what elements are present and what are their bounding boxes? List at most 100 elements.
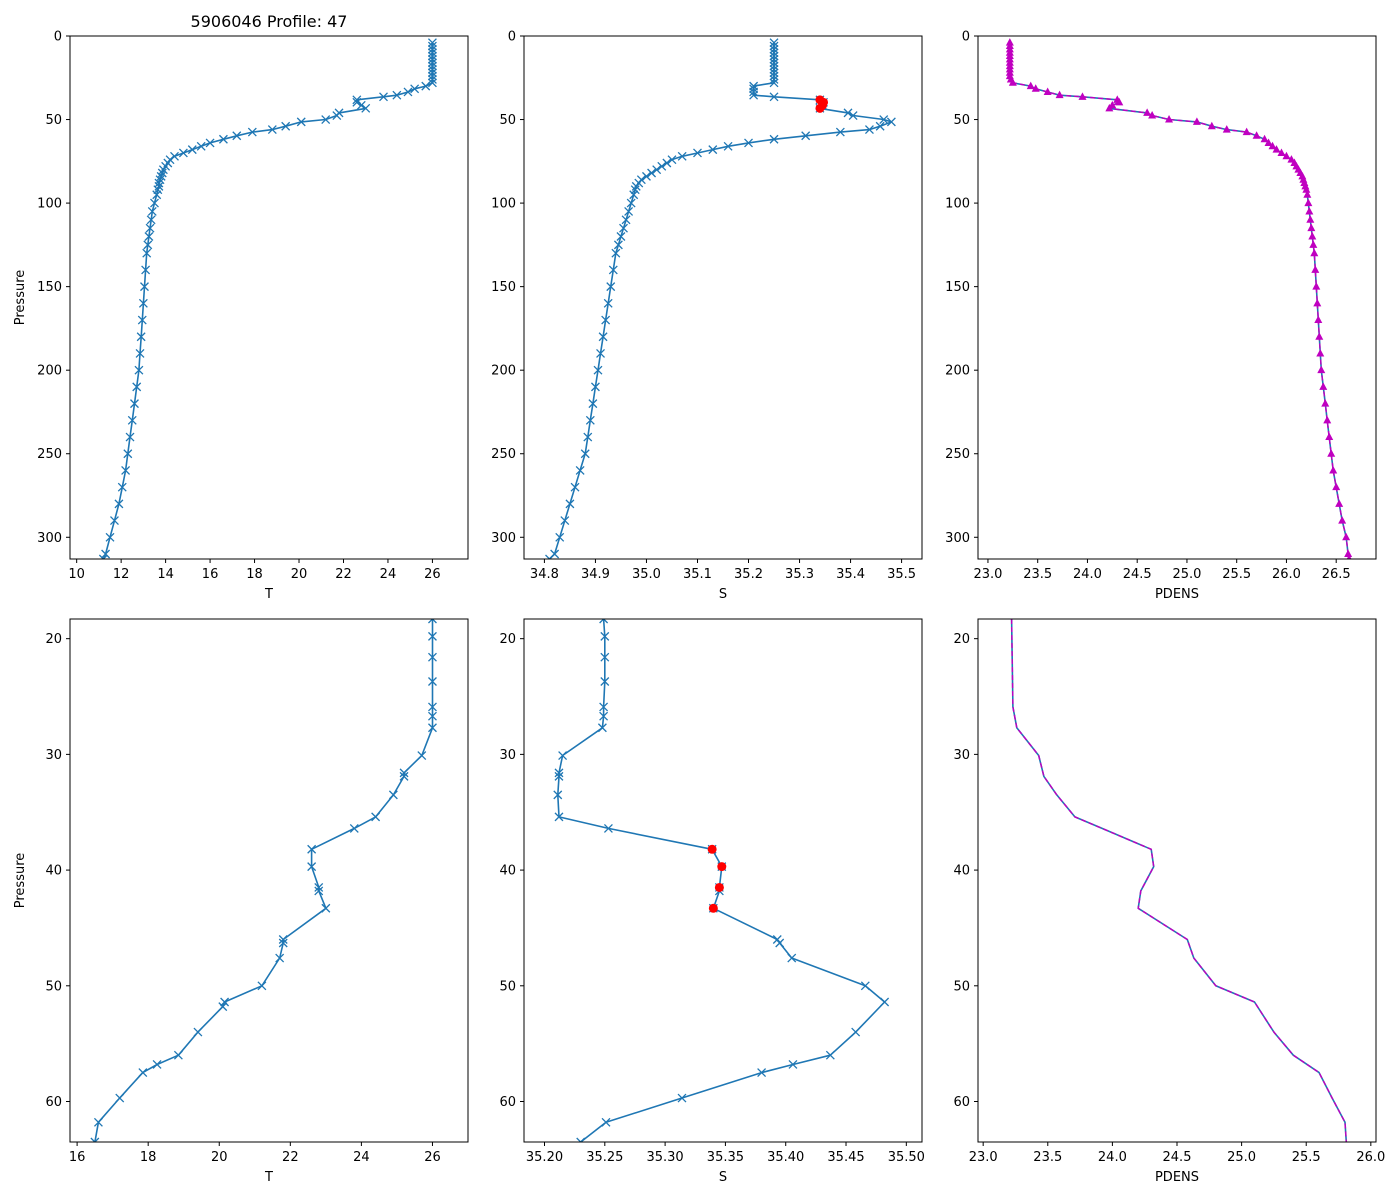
data-point-marker [417, 751, 427, 760]
data-point-marker [598, 332, 608, 342]
data-point-marker [886, 117, 896, 127]
data-point-marker [769, 51, 779, 61]
data-point-marker [662, 158, 672, 168]
flagged-point [815, 103, 825, 113]
y-tick-label: 300 [37, 531, 62, 546]
data-point-marker [554, 812, 564, 822]
x-tick-label: 34.8 [530, 567, 559, 582]
data-point-marker [98, 554, 108, 559]
data-point-marker [257, 981, 267, 991]
data-point-marker [657, 161, 667, 171]
data-point-marker [1078, 92, 1087, 100]
data-point-marker [769, 58, 779, 68]
data-point-marker [142, 248, 152, 258]
data-point-marker [588, 399, 598, 409]
y-tick-label: 40 [953, 864, 970, 879]
data-point-marker [597, 723, 607, 733]
data-point-marker [769, 74, 779, 84]
data-point-marker [428, 619, 437, 624]
data-point-marker [427, 41, 437, 51]
data-point-marker [427, 51, 437, 61]
data-point-marker [875, 121, 885, 131]
y-tick-label: 100 [37, 197, 62, 212]
data-point-marker [553, 790, 563, 800]
data-point-marker [187, 145, 197, 155]
data-point-marker [296, 117, 306, 127]
data-point-marker [138, 298, 148, 308]
y-tick-label: 30 [45, 748, 62, 763]
data-point-marker [560, 516, 570, 526]
data-point-marker [769, 78, 779, 88]
data-point-marker [232, 131, 242, 141]
data-point-marker [150, 198, 159, 208]
data-point-marker [314, 882, 324, 892]
data-point-marker [220, 997, 230, 1007]
y-tick-label: 0 [54, 30, 62, 45]
x-tick-label: 24.0 [1073, 567, 1102, 582]
x-tick-label: 34.9 [581, 567, 610, 582]
data-point-marker [143, 240, 153, 250]
data-point-marker [787, 953, 797, 963]
data-point-marker [583, 432, 593, 442]
data-point-marker [428, 677, 437, 686]
y-tick-label: 200 [37, 364, 62, 379]
data-point-marker [1312, 282, 1321, 290]
x-tick-label: 35.45 [827, 1150, 864, 1165]
x-tick-label: 25.5 [1222, 567, 1251, 582]
x-tick-label: 24.5 [1163, 1150, 1192, 1165]
data-point-marker [848, 111, 858, 120]
data-point-marker [580, 449, 590, 459]
subplot-bottom-density: 23.0 23.5 24.0 24.5 25.0 25.5 26.0 20 30 40 50 60 PD… [953, 618, 1385, 1185]
data-point-marker [608, 265, 618, 275]
data-point-marker [769, 92, 779, 102]
data-point-marker [769, 68, 779, 78]
x-tick-label: 35.3 [785, 567, 814, 582]
data-point-marker [723, 141, 733, 151]
data-point-marker [1026, 81, 1035, 90]
data-point-marker [314, 886, 324, 896]
x-tick-label: 35.5 [887, 567, 916, 582]
data-point-marker [371, 812, 381, 822]
data-point-marker [132, 382, 142, 392]
data-point-marker [152, 1060, 162, 1069]
data-point-marker [860, 981, 870, 991]
x-axis-label: T [264, 587, 273, 602]
x-axis-label: PDENS [1155, 1170, 1199, 1185]
y-tick-label: 100 [945, 197, 970, 212]
data-point-marker [851, 1027, 861, 1037]
x-tick-label: 26 [424, 567, 441, 582]
data-point-marker [769, 48, 779, 58]
y-tick-label: 20 [953, 632, 970, 647]
plot-area [98, 38, 437, 559]
x-tick-label: 25.0 [1227, 1150, 1256, 1165]
data-point-marker [603, 823, 613, 833]
data-point-marker [392, 90, 402, 100]
x-axis-label: S [719, 587, 727, 602]
data-point-marker [631, 181, 641, 191]
x-tick-label: 20 [211, 1150, 228, 1165]
y-tick-label: 30 [953, 748, 970, 763]
axes-frame [69, 618, 469, 1143]
data-point-marker [307, 862, 317, 872]
data-point-marker [147, 206, 157, 216]
x-tick-label: 26.0 [1356, 1150, 1385, 1165]
data-point-marker [1165, 115, 1174, 123]
x-axis-label: S [719, 1170, 727, 1185]
subplot-bottom-temperature: 16 18 20 22 24 26 20 30 40 50 60 T Pressure [13, 618, 469, 1185]
data-point-marker [379, 92, 388, 102]
y-tick-label: 0 [508, 30, 516, 45]
data-point-marker [585, 415, 595, 425]
data-point-marker [677, 1093, 687, 1103]
data-point-marker [769, 41, 779, 51]
x-tick-label: 16 [202, 567, 219, 582]
data-point-marker [555, 532, 565, 542]
axes-frame [523, 35, 923, 560]
profile-line-pdens [1010, 619, 1348, 1142]
data-point-marker [427, 48, 437, 58]
x-tick-label: 18 [246, 567, 263, 582]
data-point-marker [178, 148, 188, 158]
profile-line-s [548, 42, 893, 559]
data-point-marker [788, 1060, 798, 1069]
plot-area [90, 619, 437, 1142]
